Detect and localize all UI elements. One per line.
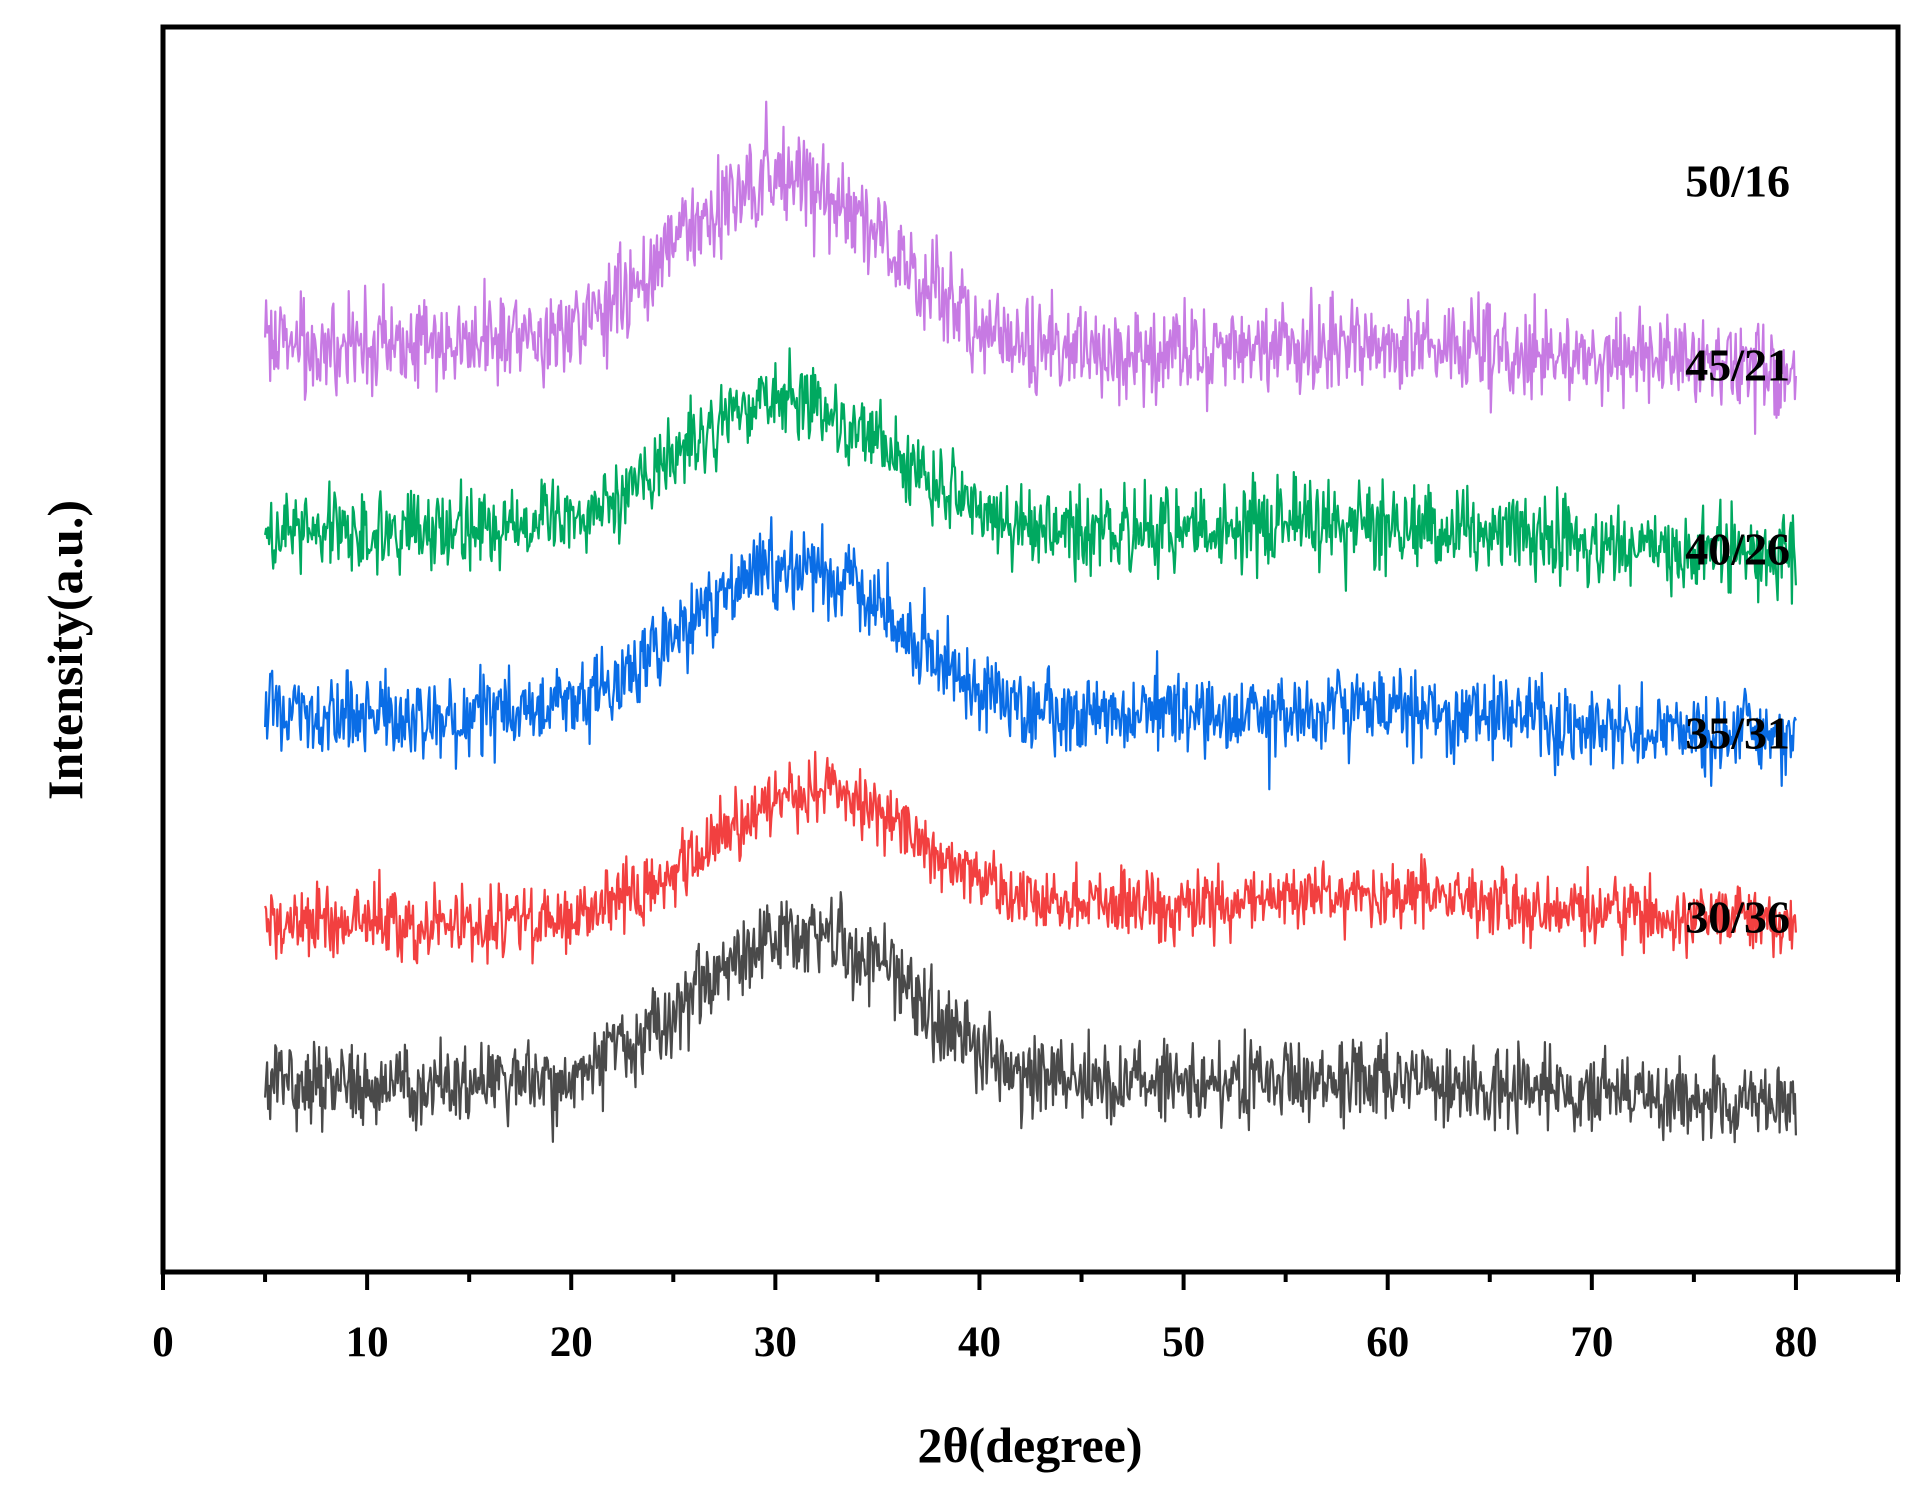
x-tick-label: 80 [1774,1319,1817,1366]
x-axis-title: 2θ(degree) [917,1417,1142,1473]
x-axis-ticks [161,1272,1900,1290]
series-layer [264,100,1797,1144]
series-label-50-16: 50/16 [1685,155,1790,206]
series-line-30-36 [264,891,1797,1144]
x-tick-label: 30 [754,1319,797,1366]
series-label-40-26: 40/26 [1685,523,1790,574]
series-line-45-21 [264,347,1797,605]
y-axis-title: Intensity(a.u.) [37,500,93,800]
x-tick-label: 40 [958,1319,1001,1366]
series-label-30-36: 30/36 [1685,891,1790,942]
x-tick-label: 50 [1162,1319,1205,1366]
series-line-40-26 [264,516,1797,791]
series-labels: 50/16 45/21 40/26 35/31 30/36 [1685,155,1790,942]
x-tick-label: 20 [550,1319,593,1366]
series-line-50-16 [264,100,1797,435]
x-axis-tick-labels: 0 10 20 30 40 50 60 70 80 [152,1319,1817,1366]
x-tick-label: 10 [346,1319,389,1366]
x-tick-label: 60 [1366,1319,1409,1366]
series-line-35-31 [264,750,1797,965]
series-label-35-31: 35/31 [1685,707,1790,758]
plot-frame [160,24,1901,1275]
x-tick-label: 70 [1570,1319,1613,1366]
series-label-45-21: 45/21 [1685,339,1790,390]
x-tick-label: 0 [152,1319,174,1366]
